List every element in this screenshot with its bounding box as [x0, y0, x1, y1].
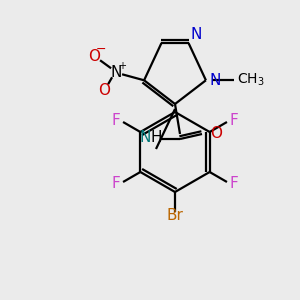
- Text: N: N: [110, 65, 122, 80]
- Text: −: −: [96, 43, 106, 56]
- Text: F: F: [230, 176, 238, 191]
- Text: Br: Br: [167, 208, 183, 223]
- Text: F: F: [112, 176, 120, 191]
- Text: +: +: [118, 61, 126, 71]
- Text: N: N: [210, 73, 221, 88]
- Text: F: F: [112, 113, 120, 128]
- Text: H: H: [151, 130, 162, 146]
- Text: O: O: [210, 127, 222, 142]
- Text: O: O: [88, 49, 100, 64]
- Text: F: F: [230, 113, 238, 128]
- Text: N: N: [140, 130, 151, 146]
- Text: CH$_3$: CH$_3$: [237, 72, 265, 88]
- Text: O: O: [98, 83, 110, 98]
- Text: N: N: [190, 27, 202, 42]
